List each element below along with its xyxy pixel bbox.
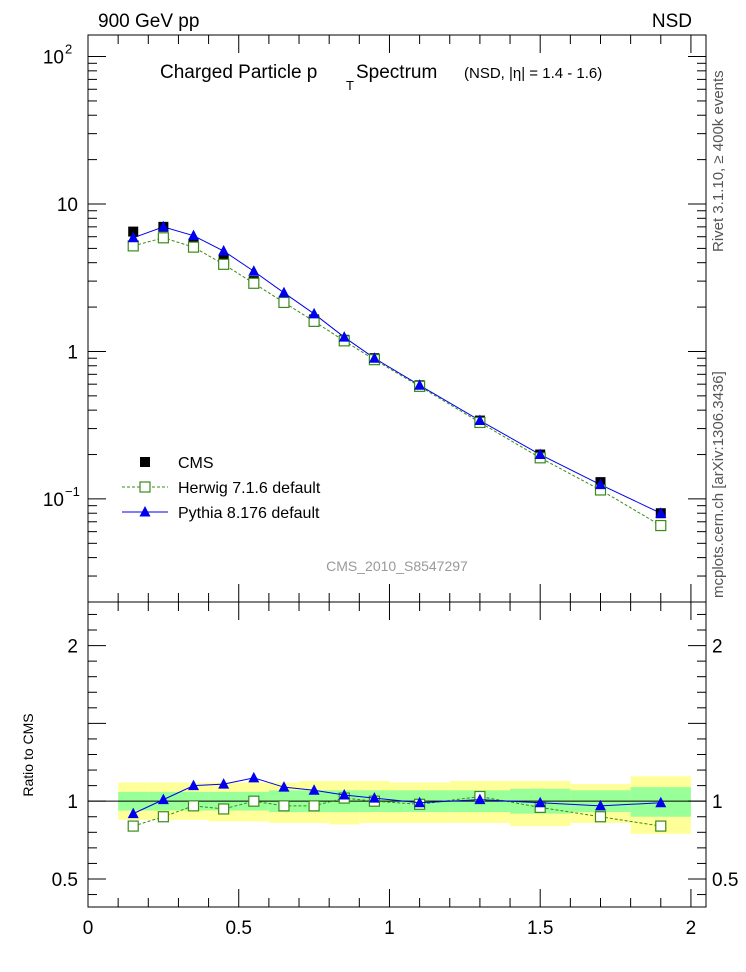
ratio-ylabel: Ratio to CMS bbox=[20, 713, 36, 796]
pythia-point bbox=[414, 379, 426, 390]
herwig-point bbox=[127, 240, 139, 252]
pythia-point bbox=[248, 265, 260, 276]
pythia-point bbox=[157, 220, 169, 232]
title-main: Charged Particle p bbox=[160, 62, 317, 83]
header-right-label: NSD bbox=[652, 11, 692, 32]
pythia-point bbox=[534, 448, 546, 460]
pythia-ratio-point bbox=[188, 779, 200, 791]
pythia-ratio-line bbox=[133, 777, 661, 815]
main-title: Charged Particle p T Spectrum (NSD, |η| … bbox=[160, 62, 602, 93]
herwig-ratio-point bbox=[655, 820, 667, 832]
legend-label-pythia: Pythia 8.176 default bbox=[178, 505, 320, 522]
title-subscript: T bbox=[346, 78, 354, 93]
y-tick-label: 10 bbox=[43, 48, 64, 69]
header-left-label: 900 GeV pp bbox=[98, 11, 199, 32]
pythia-ratio-point bbox=[278, 781, 290, 792]
herwig-ratio-point bbox=[278, 800, 290, 812]
herwig-point bbox=[248, 277, 260, 289]
legend: CMS Herwig 7.1.6 default Pythia 8.176 defa… bbox=[122, 455, 321, 522]
herwig-ratio-point bbox=[157, 811, 169, 823]
pythia-point bbox=[655, 507, 667, 518]
analysis-watermark: CMS_2010_S8547297 bbox=[326, 558, 468, 574]
pythia-point bbox=[188, 229, 200, 241]
x-tick-label: 0.5 bbox=[226, 918, 252, 939]
pythia-line bbox=[133, 226, 661, 514]
ratio-y-tick-label-right: 2 bbox=[712, 637, 723, 658]
pythia-ratio-point bbox=[248, 771, 260, 783]
legend-marker-pythia bbox=[139, 506, 151, 517]
mcplots-label: mcplots.cern.ch [arXiv:1306.3436] bbox=[710, 371, 727, 598]
title-note: (NSD, |η| = 1.4 - 1.6) bbox=[464, 65, 602, 82]
herwig-ratio-line bbox=[133, 796, 661, 827]
herwig-point bbox=[218, 258, 230, 270]
cms-point bbox=[128, 226, 139, 237]
x-tick-label: 0 bbox=[83, 918, 94, 939]
herwig-point bbox=[278, 296, 290, 309]
legend-label-herwig: Herwig 7.1.6 default bbox=[178, 480, 321, 497]
rivet-label: Rivet 3.1.10, ≥ 400k events bbox=[710, 70, 727, 252]
x-tick-label: 1 bbox=[384, 918, 395, 939]
herwig-ratio-point bbox=[594, 811, 607, 823]
x-tick-label: 2 bbox=[686, 918, 697, 939]
pythia-point bbox=[594, 478, 606, 490]
legend-label-cms: CMS bbox=[178, 455, 214, 472]
y-tick-label: 1 bbox=[67, 342, 78, 363]
herwig-ratio-point bbox=[187, 800, 200, 812]
ratio-y-tick-label-right: 0.5 bbox=[712, 870, 738, 891]
pythia-ratio-point bbox=[308, 784, 320, 795]
herwig-ratio-point bbox=[308, 800, 320, 812]
pythia-ratio-point bbox=[157, 793, 169, 805]
pythia-point bbox=[338, 331, 350, 342]
ratio-y-tick-label: 1 bbox=[67, 792, 78, 813]
pythia-point bbox=[278, 286, 290, 298]
ratio-y-tick-label: 0.5 bbox=[52, 870, 78, 891]
pythia-ratio-point bbox=[655, 796, 667, 808]
ratio-frame bbox=[87, 601, 707, 908]
pythia-ratio-point bbox=[534, 796, 546, 808]
pythia-point bbox=[127, 231, 139, 243]
herwig-line bbox=[133, 237, 662, 526]
pythia-ratio-point bbox=[127, 807, 139, 819]
ratio-y-tick-label: 2 bbox=[67, 637, 78, 658]
herwig-ratio-point bbox=[248, 795, 260, 807]
pythia-ratio-point bbox=[414, 796, 426, 808]
pythia-point bbox=[218, 245, 230, 256]
herwig-point bbox=[655, 519, 667, 532]
ratio-y-tick-label-right: 1 bbox=[712, 792, 723, 813]
x-tick-label: 1.5 bbox=[527, 918, 553, 939]
pythia-ratio-point bbox=[594, 799, 606, 811]
herwig-point bbox=[157, 232, 169, 244]
legend-marker-cms bbox=[140, 457, 150, 467]
y-tick-label: 10 bbox=[43, 490, 64, 511]
pythia-point bbox=[368, 352, 380, 363]
y-tick-label: 10 bbox=[57, 195, 78, 216]
herwig-ratio-point bbox=[127, 820, 139, 832]
pythia-point bbox=[474, 414, 486, 426]
ratio-plot: 0 0.5 1 1.5 2 2 2 1 1 0.5 0.5 bbox=[52, 601, 738, 939]
herwig-ratio-point bbox=[218, 803, 230, 815]
title-rest: Spectrum bbox=[356, 62, 437, 83]
y-tick-exponent: −1 bbox=[65, 484, 80, 499]
y-tick-exponent: 2 bbox=[65, 42, 72, 57]
pythia-ratio-point bbox=[368, 792, 380, 803]
pythia-ratio-point bbox=[474, 793, 486, 805]
pythia-ratio-point bbox=[218, 778, 230, 789]
pythia-point bbox=[308, 307, 320, 319]
legend-marker-herwig bbox=[139, 481, 151, 493]
herwig-point bbox=[187, 241, 200, 253]
pythia-ratio-point bbox=[338, 788, 350, 800]
